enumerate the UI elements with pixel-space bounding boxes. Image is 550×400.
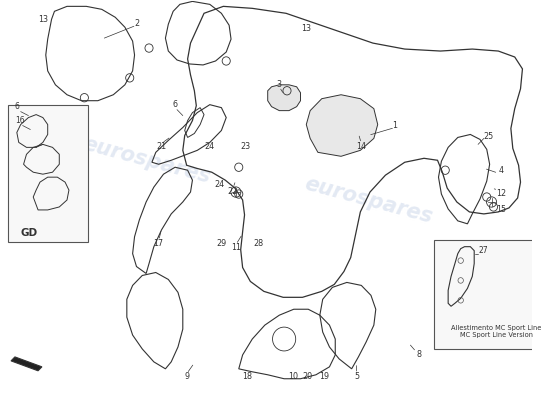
Text: 15: 15 — [496, 206, 507, 214]
Text: 29: 29 — [216, 239, 227, 248]
Text: 17: 17 — [153, 239, 164, 248]
Text: 9: 9 — [184, 372, 189, 381]
Text: 23: 23 — [240, 142, 251, 151]
Text: 13: 13 — [301, 24, 311, 33]
Polygon shape — [306, 95, 378, 156]
Text: 4: 4 — [499, 166, 504, 175]
Text: 24: 24 — [214, 180, 224, 189]
Text: 21: 21 — [157, 142, 167, 151]
Text: 16: 16 — [15, 116, 25, 124]
Text: 5: 5 — [354, 372, 359, 381]
Text: 27: 27 — [478, 246, 488, 255]
Polygon shape — [11, 357, 42, 371]
Text: 25: 25 — [483, 132, 494, 141]
Text: 1: 1 — [393, 121, 398, 130]
Text: 10: 10 — [288, 372, 298, 381]
Text: eurospares: eurospares — [80, 134, 212, 187]
Polygon shape — [268, 85, 300, 111]
Text: 28: 28 — [253, 239, 263, 248]
Text: GD: GD — [21, 228, 38, 238]
Text: 13: 13 — [38, 15, 48, 24]
Text: 6: 6 — [173, 100, 178, 109]
Text: 6: 6 — [15, 102, 20, 111]
Text: 24: 24 — [205, 142, 215, 151]
Text: 19: 19 — [320, 372, 329, 381]
Text: eurospares: eurospares — [302, 173, 434, 227]
FancyBboxPatch shape — [434, 240, 550, 349]
Text: 2: 2 — [134, 19, 139, 28]
Text: Allestimento MC Sport Line
MC Sport Line Version: Allestimento MC Sport Line MC Sport Line… — [451, 324, 542, 338]
Text: 8: 8 — [417, 350, 422, 360]
Text: 18: 18 — [243, 372, 252, 381]
Text: 11: 11 — [231, 243, 241, 252]
Text: 3: 3 — [277, 80, 282, 89]
Text: 20: 20 — [302, 372, 312, 381]
FancyBboxPatch shape — [8, 105, 88, 242]
Text: 22: 22 — [228, 186, 238, 196]
Text: 12: 12 — [496, 188, 507, 198]
Text: 14: 14 — [356, 142, 366, 151]
